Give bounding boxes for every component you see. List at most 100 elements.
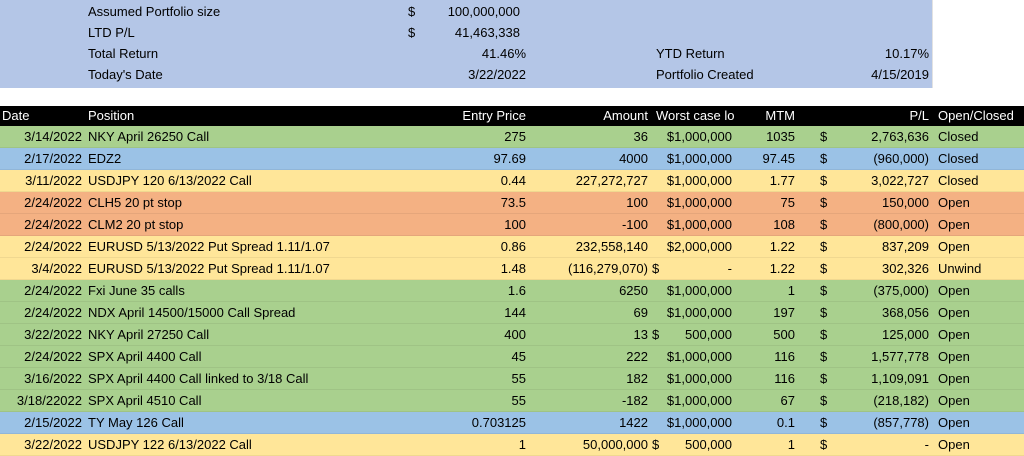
ltd-pl-currency[interactable]: $	[408, 25, 416, 40]
row-pl[interactable]: 3,022,727	[871, 173, 929, 188]
row-pl-currency[interactable]: $	[820, 437, 828, 452]
row-pl[interactable]: 837,209	[882, 239, 929, 254]
row-pl[interactable]: -	[924, 437, 929, 452]
empty-cells-right[interactable]	[932, 0, 1024, 88]
row-mtm[interactable]: 1	[787, 437, 795, 452]
row-amount[interactable]: 182	[626, 371, 648, 386]
row-pl[interactable]: (218,182)	[873, 393, 929, 408]
row-amount[interactable]: 50,000,000	[582, 437, 648, 452]
portfolio-size-label[interactable]: Assumed Portfolio size	[88, 4, 221, 19]
row-pl-currency[interactable]: $	[820, 217, 828, 232]
portfolio-size-currency[interactable]: $	[408, 4, 416, 19]
row-amount[interactable]: 6250	[619, 283, 648, 298]
row-pl[interactable]: (800,000)	[873, 217, 929, 232]
row-entry-price[interactable]: 73.5	[500, 195, 526, 210]
row-pl-currency[interactable]: $	[820, 349, 828, 364]
row-position[interactable]: TY May 126 Call	[88, 415, 184, 430]
row-status[interactable]: Open	[938, 393, 970, 408]
row-status[interactable]: Open	[938, 217, 970, 232]
row-pl-currency[interactable]: $	[820, 327, 828, 342]
row-position[interactable]: CLM2 20 pt stop	[88, 217, 184, 232]
row-worst-case[interactable]: $1,000,000	[666, 283, 732, 298]
row-entry-price[interactable]: 1.6	[507, 283, 526, 298]
row-worst-case[interactable]: 500,000	[685, 327, 732, 342]
row-entry-price[interactable]: 1	[518, 437, 526, 452]
row-status[interactable]: Open	[938, 239, 970, 254]
row-position[interactable]: NKY April 26250 Call	[88, 129, 210, 144]
row-date[interactable]: 2/15/2022	[24, 415, 82, 430]
row-date[interactable]: 2/24/2022	[24, 349, 82, 364]
row-mtm[interactable]: 1.77	[769, 173, 795, 188]
row-worst-case[interactable]: $1,000,000	[666, 195, 732, 210]
row-date[interactable]: 3/16/2022	[24, 371, 82, 386]
row-status[interactable]: Open	[938, 415, 970, 430]
row-date[interactable]: 2/24/2022	[24, 305, 82, 320]
header-date[interactable]: Date	[2, 108, 30, 123]
row-pl[interactable]: (857,778)	[873, 415, 929, 430]
row-position[interactable]: USDJPY 120 6/13/2022 Call	[88, 173, 252, 188]
row-entry-price[interactable]: 100	[504, 217, 526, 232]
todays-date-label[interactable]: Today's Date	[88, 67, 163, 82]
row-status[interactable]: Open	[938, 349, 970, 364]
row-entry-price[interactable]: 0.703125	[471, 415, 526, 430]
row-date[interactable]: 2/17/2022	[24, 151, 82, 166]
row-entry-price[interactable]: 1.48	[500, 261, 526, 276]
row-entry-price[interactable]: 275	[504, 129, 526, 144]
row-entry-price[interactable]: 0.44	[500, 173, 526, 188]
row-amount[interactable]: 222	[626, 349, 648, 364]
row-pl[interactable]: 125,000	[882, 327, 929, 342]
row-date[interactable]: 2/24/2022	[24, 195, 82, 210]
row-pl[interactable]: 150,000	[882, 195, 929, 210]
ytd-return-label[interactable]: YTD Return	[656, 46, 725, 61]
header-pl[interactable]: P/L	[909, 108, 929, 123]
row-status[interactable]: Open	[938, 305, 970, 320]
header-open-closed[interactable]: Open/Closed	[938, 108, 1014, 123]
row-pl-currency[interactable]: $	[820, 261, 828, 276]
row-worst-case[interactable]: $1,000,000	[666, 393, 732, 408]
row-pl-currency[interactable]: $	[820, 371, 828, 386]
row-date[interactable]: 3/22/2022	[24, 327, 82, 342]
row-mtm[interactable]: 1035	[766, 129, 795, 144]
row-worst-case[interactable]: $1,000,000	[666, 371, 732, 386]
row-pl-currency[interactable]: $	[820, 239, 828, 254]
row-amount[interactable]: 232,558,140	[575, 239, 648, 254]
row-pl-currency[interactable]: $	[820, 173, 828, 188]
header-worst-case[interactable]: Worst case lo	[656, 108, 735, 123]
row-amount[interactable]: 4000	[619, 151, 648, 166]
row-position[interactable]: NKY April 27250 Call	[88, 327, 210, 342]
row-worst-case[interactable]: $1,000,000	[666, 129, 732, 144]
row-pl-currency[interactable]: $	[820, 151, 828, 166]
row-amount[interactable]: 1422	[619, 415, 648, 430]
row-pl[interactable]: (960,000)	[873, 151, 929, 166]
row-status[interactable]: Closed	[938, 151, 979, 166]
row-worst-case[interactable]: $1,000,000	[666, 173, 732, 188]
row-entry-price[interactable]: 97.69	[493, 151, 526, 166]
row-date[interactable]: 3/11/2022	[25, 173, 82, 188]
row-pl-currency[interactable]: $	[820, 305, 828, 320]
row-worst-case[interactable]: $2,000,000	[666, 239, 732, 254]
row-position[interactable]: NDX April 14500/15000 Call Spread	[88, 305, 296, 320]
row-pl[interactable]: 1,577,778	[871, 349, 929, 364]
row-position[interactable]: EDZ2	[88, 151, 122, 166]
row-position[interactable]: SPX April 4510 Call	[88, 393, 202, 408]
row-status[interactable]: Open	[938, 437, 970, 452]
row-worst-case[interactable]: $1,000,000	[666, 305, 732, 320]
row-mtm[interactable]: 97.45	[762, 151, 795, 166]
row-position[interactable]: SPX April 4400 Call linked to 3/18 Call	[88, 371, 309, 386]
row-date[interactable]: 2/24/2022	[24, 283, 82, 298]
row-status[interactable]: Closed	[938, 173, 979, 188]
row-date[interactable]: 2/24/2022	[24, 217, 82, 232]
row-pl-currency[interactable]: $	[820, 415, 828, 430]
row-mtm[interactable]: 1	[787, 283, 795, 298]
row-mtm[interactable]: 116	[774, 349, 795, 364]
row-date[interactable]: 3/22/2022	[24, 437, 82, 452]
row-pl-currency[interactable]: $	[820, 129, 828, 144]
header-mtm[interactable]: MTM	[765, 108, 795, 123]
portfolio-created-value[interactable]: 4/15/2019	[871, 67, 929, 82]
row-worst-case[interactable]: $1,000,000	[666, 217, 732, 232]
row-pl-currency[interactable]: $	[820, 393, 828, 408]
row-amount[interactable]: 100	[626, 195, 648, 210]
row-pl[interactable]: 1,109,091	[871, 371, 929, 386]
row-position[interactable]: USDJPY 122 6/13/2022 Call	[88, 437, 252, 452]
ltd-pl-value[interactable]: 41,463,338	[454, 25, 520, 40]
